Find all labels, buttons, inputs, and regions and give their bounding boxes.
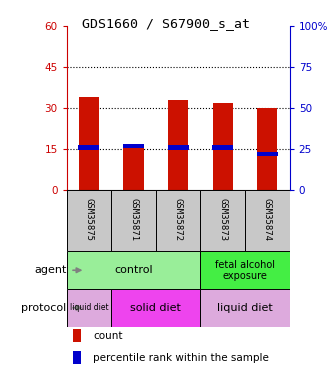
Text: GSM35871: GSM35871 bbox=[129, 198, 138, 241]
Text: GDS1660 / S67900_s_at: GDS1660 / S67900_s_at bbox=[83, 17, 250, 30]
Text: GSM35875: GSM35875 bbox=[84, 198, 94, 241]
Bar bbox=[73, 329, 81, 342]
Bar bbox=[257, 152, 278, 156]
Text: percentile rank within the sample: percentile rank within the sample bbox=[93, 354, 269, 363]
Text: GSM35874: GSM35874 bbox=[263, 198, 272, 241]
Bar bbox=[123, 144, 144, 148]
Text: protocol: protocol bbox=[21, 303, 67, 313]
Bar bbox=[111, 190, 156, 252]
Bar bbox=[257, 108, 277, 190]
Bar bbox=[213, 103, 233, 190]
Bar bbox=[200, 252, 290, 289]
Bar bbox=[156, 190, 200, 252]
Bar bbox=[124, 144, 144, 190]
Text: GSM35872: GSM35872 bbox=[173, 198, 183, 241]
Bar bbox=[168, 100, 188, 190]
Bar bbox=[212, 146, 233, 150]
Text: solid diet: solid diet bbox=[131, 303, 181, 313]
Bar bbox=[245, 190, 290, 252]
Bar bbox=[111, 289, 200, 327]
Bar bbox=[67, 252, 200, 289]
Bar bbox=[79, 97, 99, 190]
Text: liquid diet: liquid diet bbox=[70, 303, 108, 312]
Text: fetal alcohol
exposure: fetal alcohol exposure bbox=[215, 260, 275, 280]
Text: GSM35873: GSM35873 bbox=[218, 198, 227, 241]
Bar bbox=[78, 146, 100, 150]
Text: agent: agent bbox=[34, 265, 67, 275]
Bar bbox=[67, 289, 111, 327]
Bar bbox=[200, 190, 245, 252]
Bar bbox=[67, 190, 111, 252]
Text: count: count bbox=[93, 332, 123, 341]
Bar bbox=[167, 146, 189, 150]
Bar bbox=[73, 351, 81, 364]
Bar bbox=[200, 289, 290, 327]
Text: control: control bbox=[114, 265, 153, 275]
Text: liquid diet: liquid diet bbox=[217, 303, 273, 313]
